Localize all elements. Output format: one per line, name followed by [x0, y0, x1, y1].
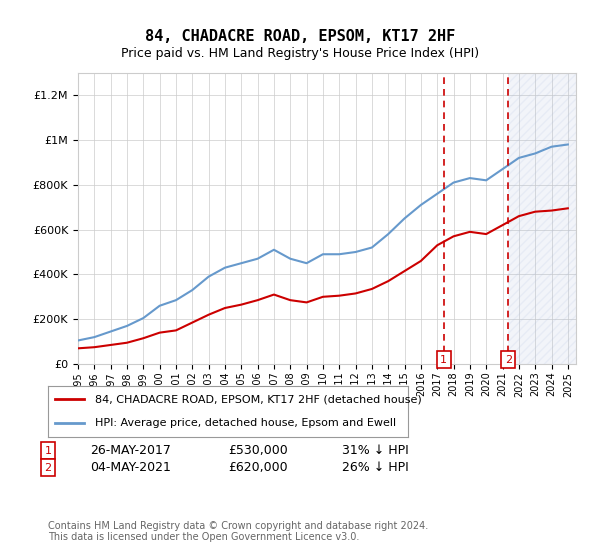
Bar [508, 73, 576, 364]
Text: £530,000: £530,000 [228, 444, 288, 458]
Text: 1: 1 [44, 446, 52, 456]
Text: Contains HM Land Registry data © Crown copyright and database right 2024.
This d: Contains HM Land Registry data © Crown c… [48, 521, 428, 543]
Text: HPI: Average price, detached house, Epsom and Ewell: HPI: Average price, detached house, Epso… [95, 418, 396, 428]
Text: Price paid vs. HM Land Registry's House Price Index (HPI): Price paid vs. HM Land Registry's House … [121, 46, 479, 60]
Text: 26% ↓ HPI: 26% ↓ HPI [342, 461, 409, 474]
Text: 2: 2 [44, 463, 52, 473]
Text: 04-MAY-2021: 04-MAY-2021 [90, 461, 171, 474]
Text: 1: 1 [440, 354, 447, 365]
Text: 84, CHADACRE ROAD, EPSOM, KT17 2HF (detached house): 84, CHADACRE ROAD, EPSOM, KT17 2HF (deta… [95, 394, 422, 404]
Text: £620,000: £620,000 [228, 461, 287, 474]
Text: 84, CHADACRE ROAD, EPSOM, KT17 2HF: 84, CHADACRE ROAD, EPSOM, KT17 2HF [145, 29, 455, 44]
Text: 26-MAY-2017: 26-MAY-2017 [90, 444, 171, 458]
Text: 31% ↓ HPI: 31% ↓ HPI [342, 444, 409, 458]
Text: 2: 2 [505, 354, 512, 365]
